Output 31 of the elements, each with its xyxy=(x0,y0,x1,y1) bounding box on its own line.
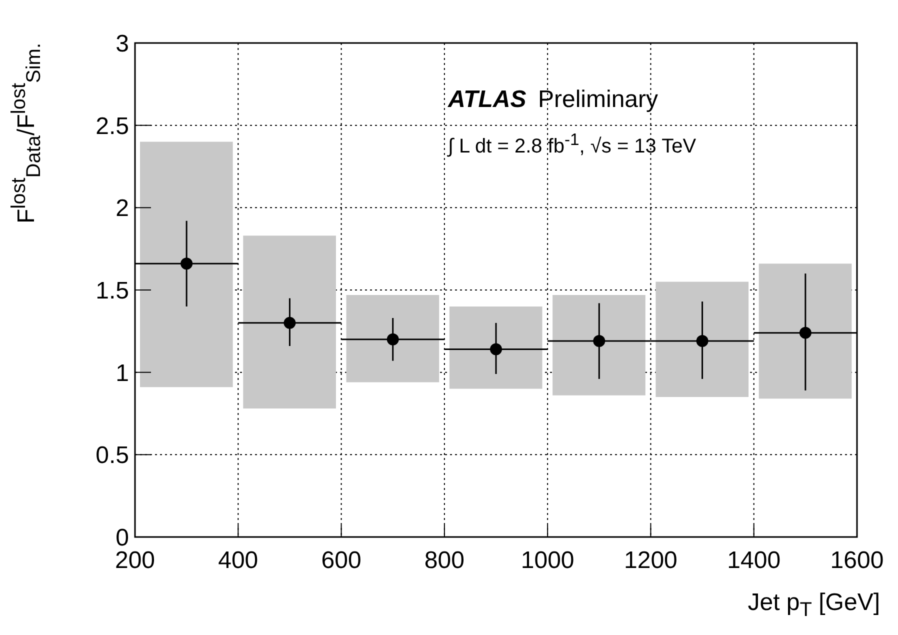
x-tick-label: 1600 xyxy=(830,547,884,574)
x-tick-label: 600 xyxy=(321,547,362,574)
bar xyxy=(243,236,336,409)
y-tick-label: 3 xyxy=(116,30,129,58)
x-tick-label: 400 xyxy=(218,547,258,574)
point xyxy=(490,343,502,356)
y-tick-label: 1.5 xyxy=(96,278,129,305)
x-tick-label: 1400 xyxy=(727,547,781,574)
bar xyxy=(758,264,852,399)
y-tick-label: 2 xyxy=(116,195,129,222)
point xyxy=(593,335,606,348)
annotation: ∫ L dt = 2.8 fb$^{-1}$, √s = 13 TeV xyxy=(448,130,696,159)
x-tick-label: 1000 xyxy=(520,547,574,574)
annotation: ATLAS xyxy=(448,86,526,114)
point xyxy=(180,258,193,270)
point xyxy=(799,326,812,339)
bar xyxy=(449,306,542,389)
y-tick-label: 1 xyxy=(116,360,129,387)
y-tick-label: 2.5 xyxy=(96,112,129,140)
x-axis-title: Jet p$_{T}$ [GeV] xyxy=(748,589,880,622)
bar xyxy=(346,294,440,382)
point xyxy=(284,316,296,329)
x-tick-label: 800 xyxy=(424,547,464,574)
annotation: Preliminary xyxy=(538,86,658,114)
bar xyxy=(140,142,233,388)
x-tick-label: 1200 xyxy=(624,547,678,574)
bar xyxy=(552,294,646,396)
y-tick-label: 0.5 xyxy=(96,442,129,470)
bar xyxy=(656,282,749,398)
point xyxy=(696,335,708,348)
point xyxy=(386,333,399,346)
